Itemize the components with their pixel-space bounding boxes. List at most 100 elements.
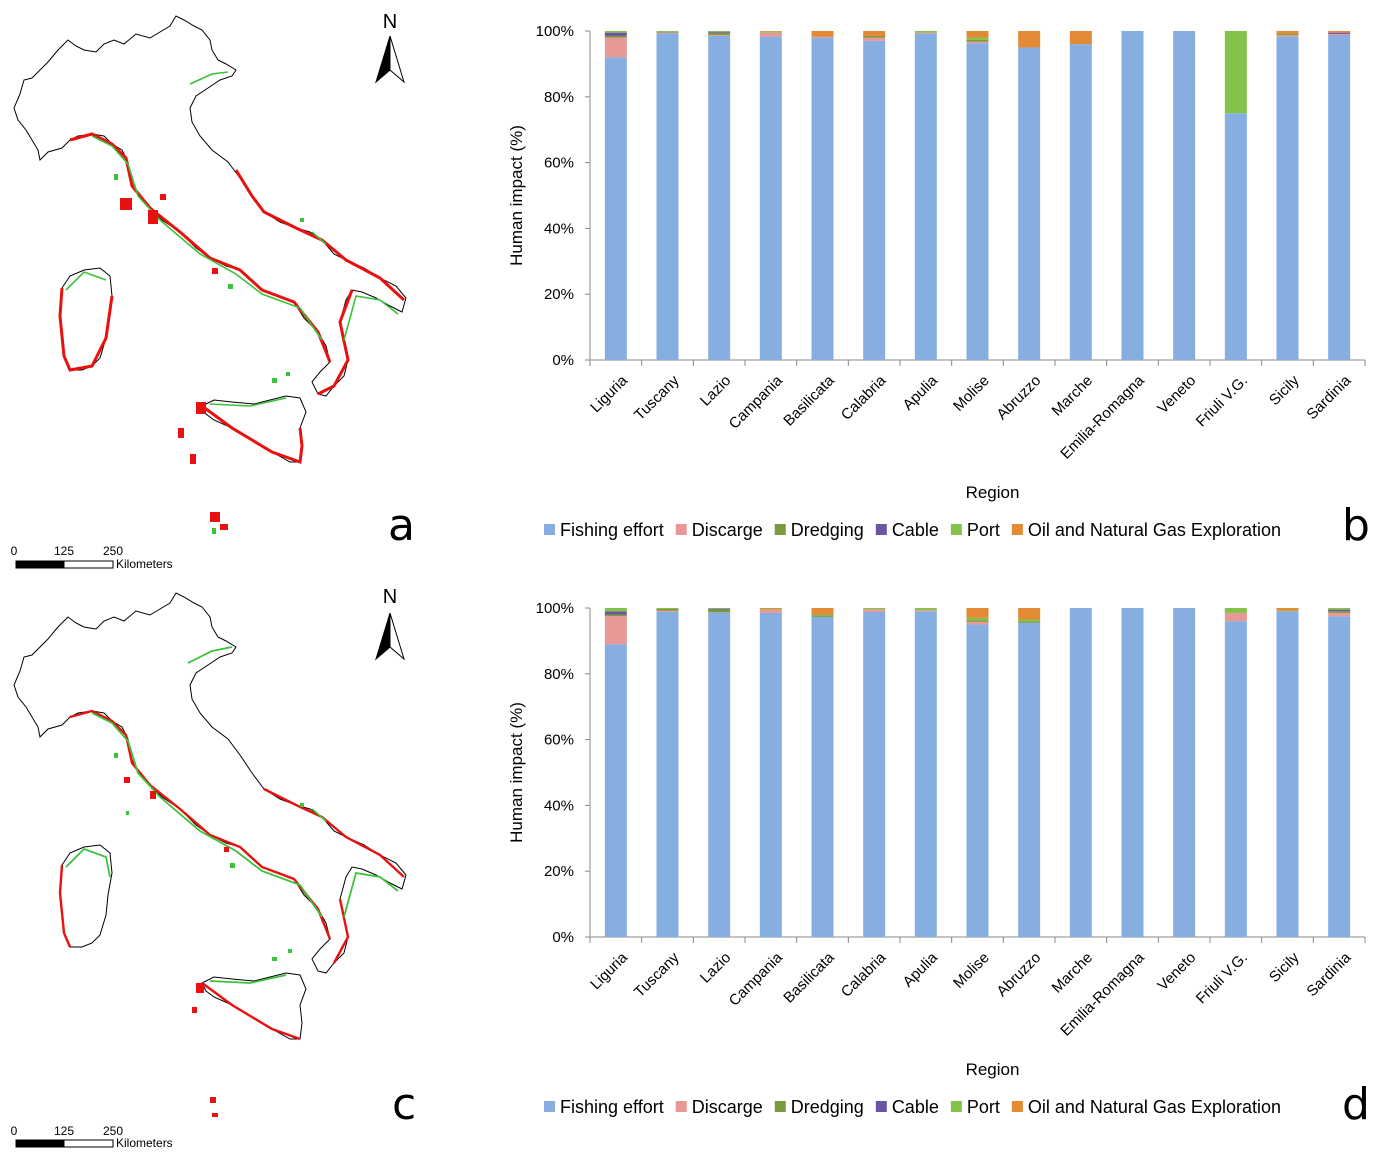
bar-segment <box>811 614 834 616</box>
scale-tick-label: 125 <box>54 1124 74 1138</box>
x-tick-label: Lazio <box>697 949 734 986</box>
bar-segment <box>966 624 989 937</box>
y-tick-label: 20% <box>544 286 574 303</box>
bar-segment <box>604 614 627 617</box>
bar-segment <box>966 41 989 44</box>
bar-segment <box>1121 608 1144 937</box>
bar-segment <box>656 31 679 32</box>
x-tick-label: Calabria <box>838 949 890 1001</box>
legend-swatch <box>544 524 555 535</box>
y-tick-label: 80% <box>544 666 574 683</box>
legend-label: Oil and Natural Gas Exploration <box>1028 520 1281 540</box>
bar-segment <box>759 31 782 33</box>
bar-segment <box>1018 47 1041 360</box>
x-tick-label: Marche <box>1049 372 1096 419</box>
legend-swatch <box>544 1101 555 1112</box>
bar-segment <box>811 608 834 615</box>
legend-label: Cable <box>892 1097 939 1117</box>
x-tick-label: Apulia <box>900 372 942 414</box>
map-islets-green <box>114 753 304 961</box>
bar-segment <box>656 33 679 360</box>
bar-segment <box>1328 31 1351 33</box>
bar-segment <box>708 31 731 32</box>
x-tick-label: Tuscany <box>631 372 683 424</box>
bar-segment <box>759 608 782 610</box>
bar-segment <box>1328 612 1351 617</box>
bar-segment <box>914 609 937 612</box>
bar-segment <box>1276 31 1299 34</box>
north-arrow-icon <box>375 35 391 84</box>
legend-swatch <box>1011 524 1023 535</box>
legend-label: Dredging <box>791 520 864 540</box>
bar-segment <box>708 608 731 610</box>
x-tick-label: Friuli V.G. <box>1193 949 1251 1007</box>
legend-swatch <box>774 1101 786 1112</box>
x-tick-label: Liguria <box>587 949 631 993</box>
bar-segment <box>914 611 937 937</box>
chart-panel-d: 0% 20% 40% 60% 80% 100% Liguria Tuscany Lazio Cam… <box>440 577 1384 1151</box>
bar-segment <box>1328 616 1351 937</box>
panel-letter-c: c <box>392 1079 417 1130</box>
y-tick-label: 40% <box>544 220 574 237</box>
bar-segment <box>1328 33 1351 35</box>
bar-segment <box>811 36 834 38</box>
legend-swatch <box>1011 1101 1023 1112</box>
north-label: N <box>383 11 397 33</box>
bar-segment <box>966 620 989 622</box>
bar-segment <box>1224 113 1247 360</box>
panel-letter-a: a <box>388 500 415 551</box>
bar-segment <box>914 33 937 361</box>
x-tick-label: Calabria <box>838 372 890 424</box>
x-tick-label: Abruzzo <box>993 949 1044 1000</box>
bar-segment <box>966 608 989 618</box>
x-tick-label: Basilicata <box>780 372 838 430</box>
legend-swatch <box>950 1101 962 1112</box>
scale-tick-label: 125 <box>54 544 74 558</box>
x-tick-label: Lazio <box>697 372 734 409</box>
y-axis-title: Human impact (%) <box>507 125 526 266</box>
bar-segment <box>604 57 627 360</box>
x-tick-label: Veneto <box>1154 949 1199 994</box>
map-panel-c: N 0 125 250 Kilometers c <box>0 577 440 1151</box>
legend-swatch <box>774 524 786 535</box>
bar-segment <box>1173 608 1196 937</box>
bar-segment <box>1276 608 1299 611</box>
bar-segment <box>656 31 679 33</box>
y-tick-label: 20% <box>544 863 574 880</box>
bar-segment <box>914 608 937 610</box>
bar-segment <box>1069 31 1092 45</box>
bar-segment <box>1328 611 1351 613</box>
legend-label: Oil and Natural Gas Exploration <box>1028 1097 1281 1117</box>
bar-segment <box>656 610 679 612</box>
y-tick-label: 60% <box>544 732 574 749</box>
bar-segment <box>811 31 834 37</box>
x-tick-label: Sardinia <box>1303 949 1354 1000</box>
bar-segment <box>759 36 782 361</box>
scale-bar: 0 125 250 Kilometers <box>11 1124 173 1150</box>
map-coast-green <box>65 71 399 407</box>
legend-label: Fishing effort <box>560 520 664 540</box>
bar-segment <box>1224 608 1247 613</box>
bar-segment <box>811 616 834 937</box>
italy-map-c: N 0 125 250 Kilometers <box>11 586 407 1150</box>
y-tick-label: 40% <box>544 797 574 814</box>
x-tick-label: Molise <box>950 949 993 992</box>
scale-tick-label: 0 <box>11 1124 18 1138</box>
bar-segment <box>1328 34 1351 360</box>
bar-segment <box>1328 608 1351 610</box>
bar-segment <box>1069 608 1092 937</box>
y-tick-label: 60% <box>544 155 574 172</box>
bar-segment <box>1018 31 1041 48</box>
x-axis-title: Region <box>966 483 1020 502</box>
legend-label: Dredging <box>791 1097 864 1117</box>
bar-segment <box>604 31 627 33</box>
bar-segment <box>914 31 937 33</box>
bar-segment <box>604 37 627 58</box>
bar-segment <box>1276 611 1299 937</box>
bar-segment <box>1018 608 1041 620</box>
map-outline <box>13 592 407 1040</box>
panel-letter-b: b <box>1342 500 1370 551</box>
y-axis-title: Human impact (%) <box>507 702 526 843</box>
north-arrow-icon <box>375 612 391 661</box>
bar-segment <box>966 37 989 40</box>
